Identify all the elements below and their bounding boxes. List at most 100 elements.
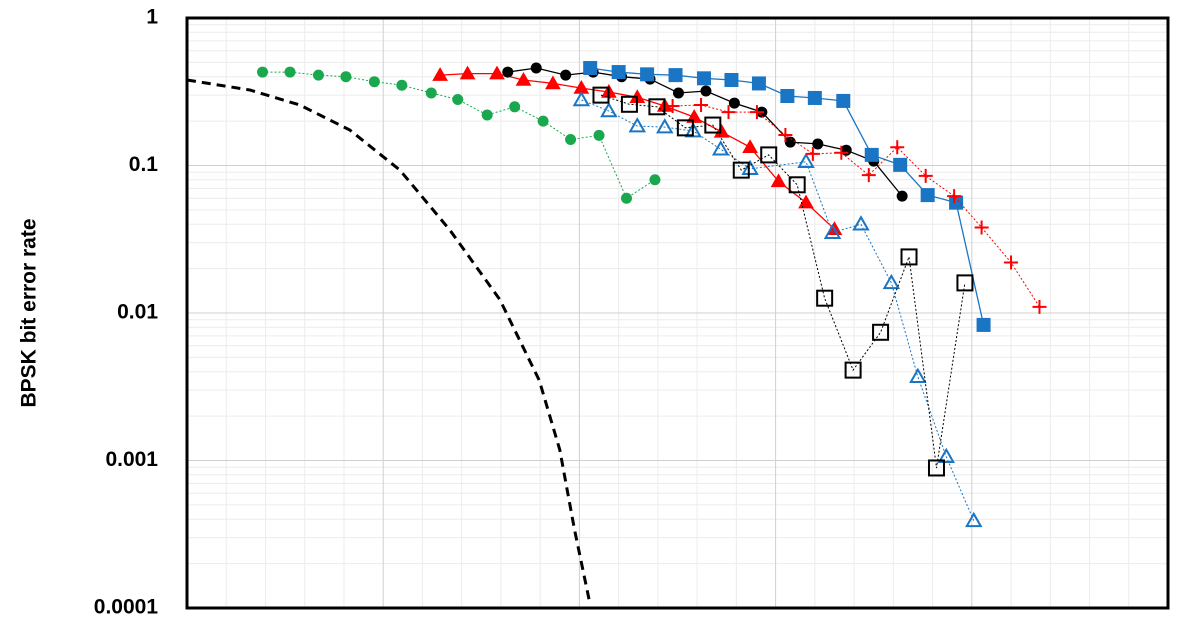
y-tick-label: 0.1 — [129, 153, 159, 176]
marker — [257, 66, 269, 78]
marker — [648, 98, 666, 116]
marker — [900, 248, 918, 266]
marker — [711, 140, 730, 156]
series — [432, 65, 843, 235]
marker — [976, 317, 991, 332]
marker — [572, 90, 591, 107]
marker — [896, 190, 908, 202]
marker — [396, 79, 408, 91]
marker — [852, 215, 870, 231]
marker — [872, 323, 890, 341]
marker — [502, 66, 514, 78]
marker — [583, 61, 598, 76]
marker — [611, 65, 626, 80]
marker — [728, 97, 740, 109]
marker — [861, 168, 876, 183]
marker — [834, 145, 849, 160]
marker — [965, 511, 983, 528]
series — [665, 98, 1047, 314]
series — [583, 61, 991, 332]
marker — [844, 361, 862, 379]
marker — [694, 98, 709, 113]
marker — [742, 139, 758, 153]
marker — [770, 173, 787, 188]
series — [186, 78, 592, 606]
marker — [807, 90, 822, 105]
plot-frame — [185, 16, 1170, 610]
marker — [489, 65, 505, 80]
series — [572, 90, 983, 528]
marker — [788, 176, 806, 194]
marker — [509, 101, 521, 113]
marker — [640, 67, 655, 82]
marker — [452, 94, 464, 106]
series-line — [581, 99, 975, 521]
marker — [741, 159, 759, 176]
marker — [592, 86, 610, 104]
marker — [920, 188, 935, 203]
marker — [836, 93, 851, 108]
marker — [665, 99, 680, 114]
marker — [784, 136, 796, 148]
marker — [368, 76, 380, 88]
marker — [890, 140, 905, 155]
marker — [724, 72, 739, 87]
marker — [700, 85, 712, 97]
marker — [696, 71, 711, 86]
marker — [481, 109, 493, 121]
marker — [565, 134, 577, 146]
marker — [798, 194, 814, 209]
marker — [672, 87, 684, 99]
marker — [713, 123, 730, 138]
marker — [882, 273, 901, 290]
y-tick-label: 0.01 — [117, 301, 158, 324]
marker — [805, 146, 820, 161]
marker — [593, 129, 605, 141]
marker — [340, 71, 352, 83]
marker — [515, 71, 532, 86]
marker — [751, 76, 766, 91]
series-line — [600, 94, 966, 469]
marker — [649, 174, 661, 186]
marker — [600, 102, 618, 118]
y-tick-label: 0.001 — [105, 448, 158, 471]
marker — [956, 274, 974, 292]
marker — [937, 447, 956, 464]
marker — [704, 116, 722, 134]
marker — [749, 105, 764, 120]
marker — [620, 95, 638, 113]
marker — [668, 68, 683, 83]
marker — [816, 289, 834, 307]
marker — [684, 122, 702, 138]
marker — [425, 87, 437, 99]
marker — [432, 67, 448, 81]
marker — [284, 66, 296, 78]
marker — [1004, 255, 1019, 270]
marker — [721, 105, 736, 120]
marker — [893, 157, 908, 172]
marker — [918, 168, 933, 183]
marker — [778, 127, 793, 142]
marker — [537, 115, 549, 127]
series-line — [186, 78, 592, 606]
marker — [797, 152, 815, 169]
marker — [947, 189, 962, 204]
marker — [974, 220, 989, 235]
marker — [312, 69, 324, 81]
y-tick-label: 0.0001 — [94, 596, 159, 619]
series — [257, 66, 661, 204]
marker — [909, 367, 927, 383]
marker — [560, 69, 572, 81]
y-axis-label: BPSK bit error rate — [18, 218, 41, 407]
y-tick-label: 1 — [146, 6, 158, 29]
marker — [760, 146, 778, 164]
marker — [823, 223, 842, 239]
marker — [780, 88, 795, 103]
marker — [459, 65, 476, 80]
series — [592, 86, 974, 477]
marker — [530, 62, 542, 74]
marker — [812, 138, 824, 150]
marker — [732, 161, 750, 179]
marker — [676, 119, 694, 137]
